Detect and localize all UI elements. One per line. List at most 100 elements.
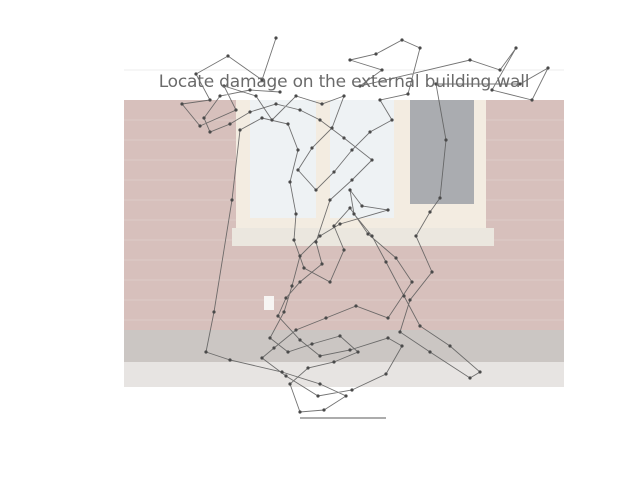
scan-path-point xyxy=(292,238,296,242)
scan-path-point xyxy=(296,168,300,172)
scan-path-point xyxy=(410,280,414,284)
scan-path-point xyxy=(328,198,332,202)
scan-path-point xyxy=(374,52,378,56)
scan-path-point xyxy=(278,90,282,94)
scan-path-point xyxy=(378,98,382,102)
scan-path-point xyxy=(282,310,286,314)
scan-path-point xyxy=(320,102,324,106)
scan-path-point xyxy=(260,78,264,82)
scan-path-point xyxy=(298,108,302,112)
scan-path-point xyxy=(390,118,394,122)
scan-path-point xyxy=(380,68,384,72)
scan-path-point xyxy=(254,94,258,98)
scan-path-point xyxy=(286,122,290,126)
scan-path-point xyxy=(444,138,448,142)
scan-path-point xyxy=(306,366,310,370)
scan-path-point xyxy=(428,350,432,354)
scan-path-point xyxy=(332,170,336,174)
scan-path-point xyxy=(222,84,226,88)
wall-fixture xyxy=(264,296,274,310)
sidewalk xyxy=(124,362,564,387)
scan-path-point xyxy=(298,280,302,284)
scan-path-point xyxy=(370,234,374,238)
scan-path-point xyxy=(248,110,252,114)
scan-path-point xyxy=(434,82,438,86)
scan-path-point xyxy=(344,394,348,398)
scan-path-point xyxy=(290,284,294,288)
scan-path-point xyxy=(332,360,336,364)
scan-path-point xyxy=(366,232,370,236)
scan-path-point xyxy=(230,198,234,202)
scan-path-point xyxy=(384,372,388,376)
window-sill xyxy=(232,228,494,246)
scan-path-point xyxy=(302,266,306,270)
scan-path-point xyxy=(356,350,360,354)
scan-path-point xyxy=(546,66,550,70)
scan-path-point xyxy=(194,72,198,76)
scan-path-point xyxy=(338,334,342,338)
scan-path-point xyxy=(338,222,342,226)
wall-photo xyxy=(124,100,564,387)
scan-path-point xyxy=(430,270,434,274)
scan-path-point xyxy=(400,38,404,42)
scan-path-point xyxy=(384,260,388,264)
scan-path-point xyxy=(490,88,494,92)
scan-path-point xyxy=(478,370,482,374)
scan-path-point xyxy=(318,354,322,358)
scan-path-line xyxy=(181,37,550,413)
scan-path-point xyxy=(398,330,402,334)
scan-path-point xyxy=(342,94,346,98)
scan-path-point xyxy=(498,68,502,72)
scan-path-point xyxy=(198,124,202,128)
scan-path-point xyxy=(320,262,324,266)
scan-path-point xyxy=(368,130,372,134)
scan-path-point xyxy=(418,46,422,50)
scan-path-point xyxy=(386,336,390,340)
stone-foundation xyxy=(124,330,564,362)
window-pane-middle xyxy=(330,100,394,218)
scan-path-point xyxy=(272,346,276,350)
task-title: Locate damage on the external building w… xyxy=(158,72,530,92)
scan-path-point xyxy=(180,102,184,106)
scan-path-point xyxy=(280,370,284,374)
scan-path-point xyxy=(468,58,472,62)
scan-path-point xyxy=(322,408,326,412)
scan-path-point xyxy=(348,188,352,192)
scan-path-point xyxy=(348,206,352,210)
scan-path-point xyxy=(296,148,300,152)
scan-path-point xyxy=(330,126,334,130)
scan-path-point xyxy=(294,328,298,332)
scan-path-point xyxy=(418,324,422,328)
scan-path-point xyxy=(348,58,352,62)
scan-path-point xyxy=(294,94,298,98)
scan-path-point xyxy=(354,304,358,308)
scan-path-point xyxy=(324,316,328,320)
scan-path-point xyxy=(294,212,298,216)
scan-path-point xyxy=(208,98,212,102)
scan-path-point xyxy=(260,116,264,120)
scan-path-point xyxy=(428,210,432,214)
scan-path-point xyxy=(514,46,518,50)
scan-path-point xyxy=(350,178,354,182)
scan-path-point xyxy=(342,248,346,252)
scan-path-point xyxy=(260,356,264,360)
scan-path-point xyxy=(204,350,208,354)
scan-path-point xyxy=(518,82,522,86)
scan-path-point xyxy=(276,314,280,318)
scan-path-point xyxy=(226,54,230,58)
scan-path-point xyxy=(318,118,322,122)
scan-path-point xyxy=(352,212,356,216)
scan-path-point xyxy=(284,374,288,378)
scan-path-point xyxy=(228,122,232,126)
scan-path-point xyxy=(274,36,278,40)
scan-path-point xyxy=(350,388,354,392)
scan-path-point xyxy=(438,196,442,200)
scan-path-point xyxy=(358,84,362,88)
scan-path-point xyxy=(202,116,206,120)
scan-path-point xyxy=(414,234,418,238)
window-pane-left xyxy=(250,100,316,218)
scan-path-point xyxy=(328,280,332,284)
scan-path-point xyxy=(370,158,374,162)
scan-path-point xyxy=(268,336,272,340)
